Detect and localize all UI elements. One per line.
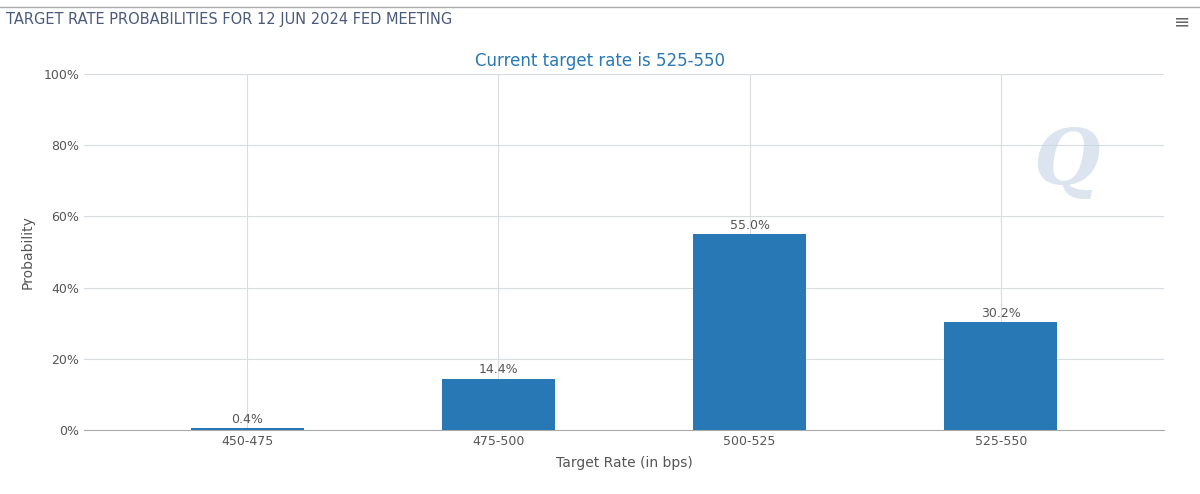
Bar xyxy=(442,378,554,430)
Y-axis label: Probability: Probability xyxy=(20,215,35,289)
Bar xyxy=(694,234,806,430)
Text: 55.0%: 55.0% xyxy=(730,219,769,232)
Bar xyxy=(944,323,1057,430)
Bar xyxy=(191,428,304,430)
Text: 30.2%: 30.2% xyxy=(980,307,1021,320)
Text: Q: Q xyxy=(1033,126,1100,200)
Text: Current target rate is 525-550: Current target rate is 525-550 xyxy=(475,52,725,70)
Text: 14.4%: 14.4% xyxy=(479,363,518,376)
Text: ≡: ≡ xyxy=(1174,12,1190,31)
X-axis label: Target Rate (in bps): Target Rate (in bps) xyxy=(556,456,692,470)
Text: 0.4%: 0.4% xyxy=(232,413,263,426)
Text: TARGET RATE PROBABILITIES FOR 12 JUN 2024 FED MEETING: TARGET RATE PROBABILITIES FOR 12 JUN 202… xyxy=(6,12,452,27)
